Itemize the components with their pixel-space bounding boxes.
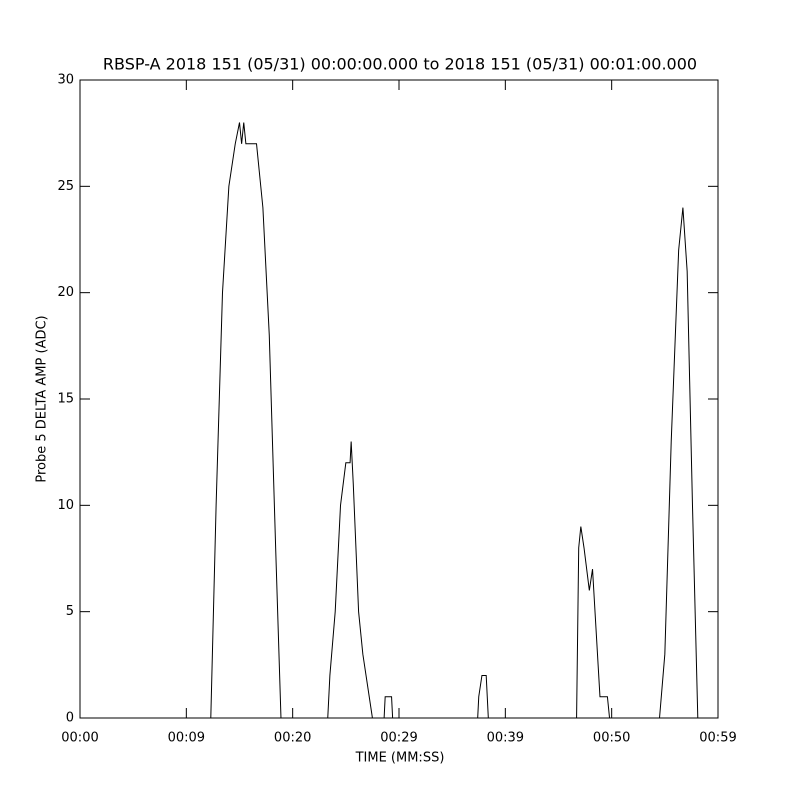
y-tick-label: 5: [66, 604, 74, 619]
x-axis-label: TIME (MM:SS): [355, 751, 445, 766]
y-tick-label: 25: [57, 179, 74, 194]
y-tick-label: 10: [57, 498, 74, 513]
x-tick-label: 00:39: [487, 731, 524, 746]
x-tick-label: 00:20: [274, 731, 311, 746]
y-tick-label: 0: [66, 711, 74, 726]
y-tick-label: 15: [57, 392, 74, 407]
x-tick-label: 00:09: [168, 731, 205, 746]
y-tick-label: 30: [57, 73, 74, 88]
x-tick-label: 00:50: [593, 731, 630, 746]
x-tick-label: 00:29: [380, 731, 417, 746]
x-tick-label: 00:59: [699, 731, 736, 746]
y-axis-label: Probe 5 DELTA AMP (ADC): [35, 315, 50, 482]
x-tick-label: 00:00: [61, 731, 98, 746]
y-tick-label: 20: [57, 285, 74, 300]
chart-title: RBSP-A 2018 151 (05/31) 00:00:00.000 to …: [103, 55, 697, 74]
data-line: [80, 122, 699, 719]
